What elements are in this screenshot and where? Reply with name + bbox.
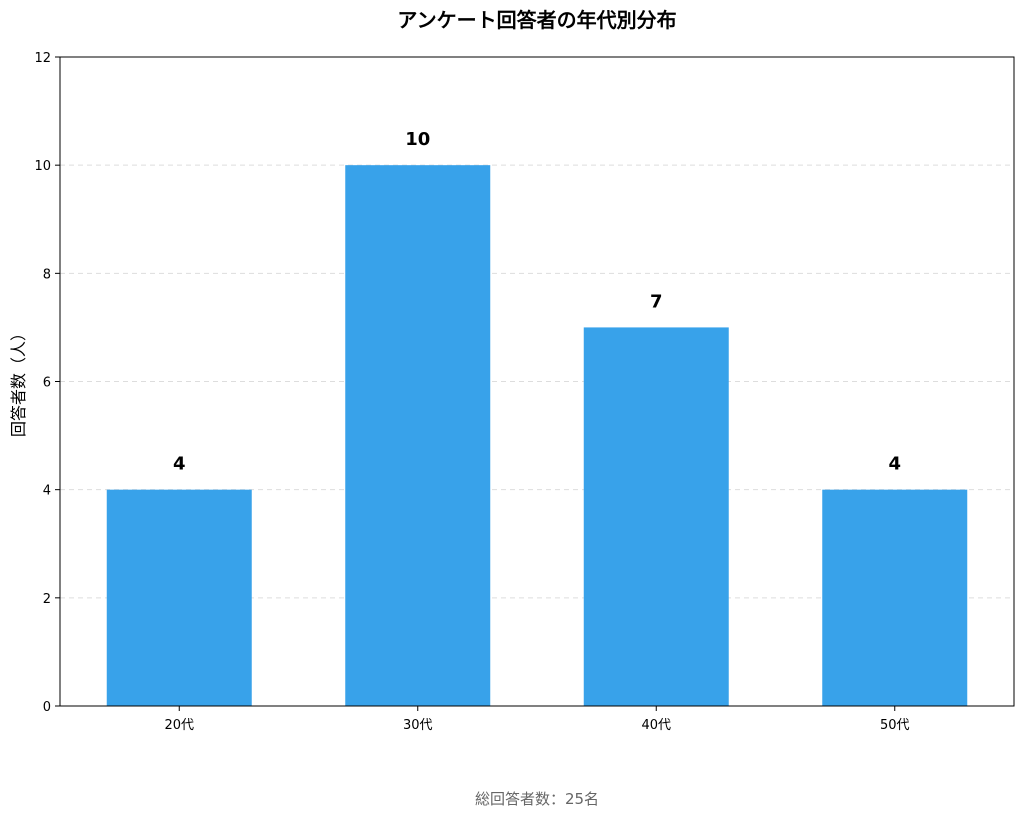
y-tick-label: 2 xyxy=(43,592,51,607)
x-tick-label: 30代 xyxy=(403,718,433,733)
bar-value-label: 4 xyxy=(173,454,186,475)
y-tick-label: 6 xyxy=(43,376,51,391)
chart-title: アンケート回答者の年代別分布 xyxy=(397,8,676,32)
x-axis-ticks: 20代 30代 40代 50代 xyxy=(164,706,910,733)
y-tick-label: 12 xyxy=(34,51,51,66)
bar-1 xyxy=(106,489,252,706)
x-tick-label: 50代 xyxy=(880,718,910,733)
bar-value-label: 7 xyxy=(650,291,663,312)
x-tick-label: 40代 xyxy=(641,718,671,733)
bar-value-label: 10 xyxy=(405,129,430,150)
y-tick-label: 10 xyxy=(34,159,51,174)
y-tick-label: 8 xyxy=(43,267,51,282)
y-tick-label: 4 xyxy=(43,484,51,499)
bar-4 xyxy=(822,489,968,706)
y-axis-ticks: 0 2 4 6 8 10 12 xyxy=(34,51,60,715)
bar-value-label: 4 xyxy=(888,454,901,475)
bar-2 xyxy=(345,165,491,706)
bar-3 xyxy=(583,327,729,706)
bars xyxy=(106,165,968,706)
x-tick-label: 20代 xyxy=(164,718,194,733)
total-respondents-note: 総回答者数：25名 xyxy=(475,790,599,808)
data-labels: 4 10 7 4 xyxy=(173,129,901,475)
y-tick-label: 0 xyxy=(43,700,51,715)
y-axis-label: 回答者数（人） xyxy=(9,325,28,437)
